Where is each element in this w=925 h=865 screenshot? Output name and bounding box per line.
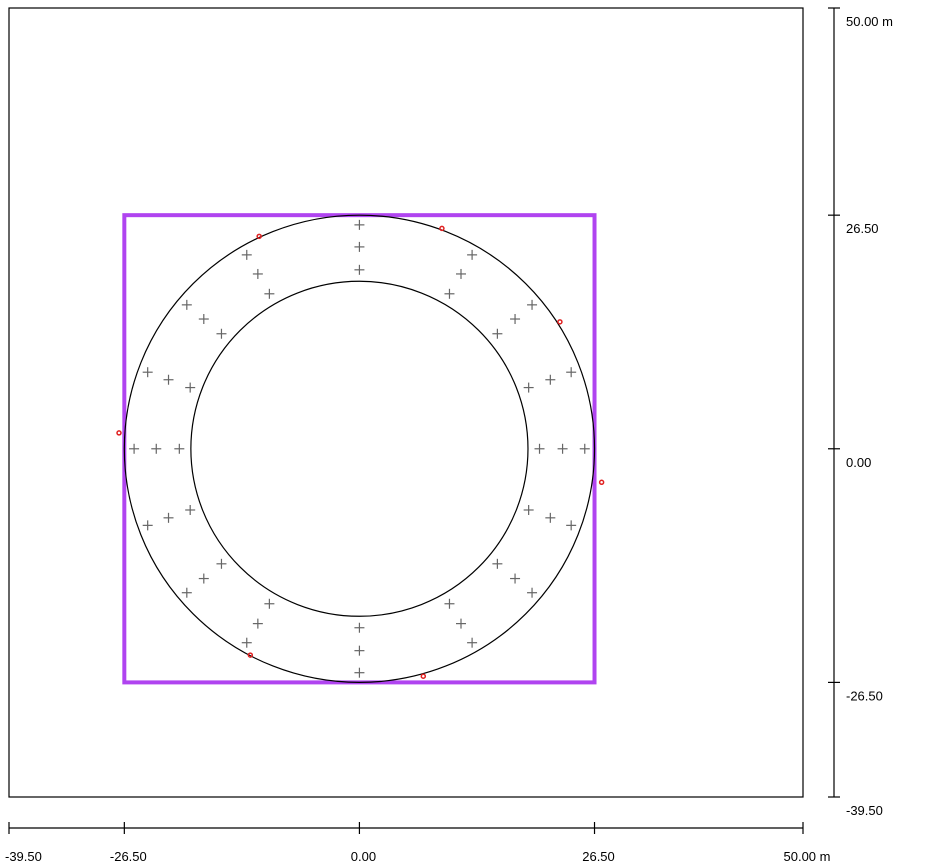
mesh-point (142, 367, 153, 378)
mesh-point (151, 443, 162, 454)
model-layer (116, 213, 605, 685)
mesh-point (354, 667, 365, 678)
mesh-point (174, 443, 185, 454)
y-axis: 50.00 m 26.50 0.00 -26.50 -39.50 (828, 7, 893, 818)
outer-circle (123, 214, 596, 683)
mesh-point (444, 288, 455, 299)
mesh-point (579, 443, 590, 454)
mesh-point (181, 299, 192, 310)
mesh-point (354, 264, 365, 275)
mesh-point (185, 382, 196, 393)
mesh-point (264, 288, 275, 299)
mesh-point (163, 374, 174, 385)
mesh-point (557, 443, 568, 454)
mesh-point (163, 512, 174, 523)
mesh-point (534, 443, 545, 454)
mesh-point (510, 573, 521, 584)
plot-frame (8, 7, 804, 798)
mesh-point (198, 314, 209, 325)
mesh-point (129, 443, 140, 454)
y-tick-label: -26.50 (846, 688, 883, 703)
node-marker (439, 225, 445, 232)
mesh-point (198, 573, 209, 584)
mesh-point (354, 622, 365, 633)
mesh-point (354, 241, 365, 252)
mesh-point (545, 374, 556, 385)
node-marker (247, 652, 254, 658)
y-tick-label: 50.00 m (846, 14, 893, 29)
mesh-point (354, 219, 365, 230)
mesh-point (566, 520, 577, 531)
mesh-point (467, 637, 478, 648)
x-tick-label: 26.50 (582, 849, 615, 864)
mesh-point (252, 268, 263, 279)
mesh-point (354, 645, 365, 656)
node-marker (256, 233, 262, 240)
mesh-point (252, 618, 263, 629)
mesh-point (566, 367, 577, 378)
mesh-point (523, 382, 534, 393)
x-tick-label: -26.50 (110, 849, 147, 864)
boundary-rectangle (122, 213, 597, 685)
node-marker (116, 430, 122, 436)
mesh-point (527, 299, 538, 310)
mesh-point (216, 328, 227, 339)
x-tick-label: 50.00 m (784, 849, 831, 864)
y-tick-label: 26.50 (846, 221, 879, 236)
y-tick-label: -39.50 (846, 803, 883, 818)
node-marker (420, 673, 427, 679)
x-tick-label: -39.50 (5, 849, 42, 864)
node-marker (598, 479, 605, 486)
mesh-point (216, 558, 227, 569)
mesh-point (142, 520, 153, 531)
mesh-point (264, 598, 275, 609)
mesh-point (545, 512, 556, 523)
mesh-point (241, 249, 252, 260)
inner-circle (190, 280, 529, 617)
mesh-point (241, 637, 252, 648)
mesh-point (527, 587, 538, 598)
mesh-point (467, 249, 478, 260)
x-tick-label: 0.00 (351, 849, 376, 864)
mesh-point (523, 504, 534, 515)
mesh-point (510, 314, 521, 325)
mesh-point (181, 587, 192, 598)
mesh-point (456, 268, 467, 279)
node-marker (557, 319, 563, 325)
mesh-point (492, 558, 503, 569)
y-tick-label: 0.00 (846, 455, 871, 470)
mesh-point (456, 618, 467, 629)
mesh-point (492, 328, 503, 339)
mesh-point (185, 504, 196, 515)
x-axis: -39.50 -26.50 0.00 26.50 50.00 m (5, 822, 830, 864)
mesh-point (444, 598, 455, 609)
